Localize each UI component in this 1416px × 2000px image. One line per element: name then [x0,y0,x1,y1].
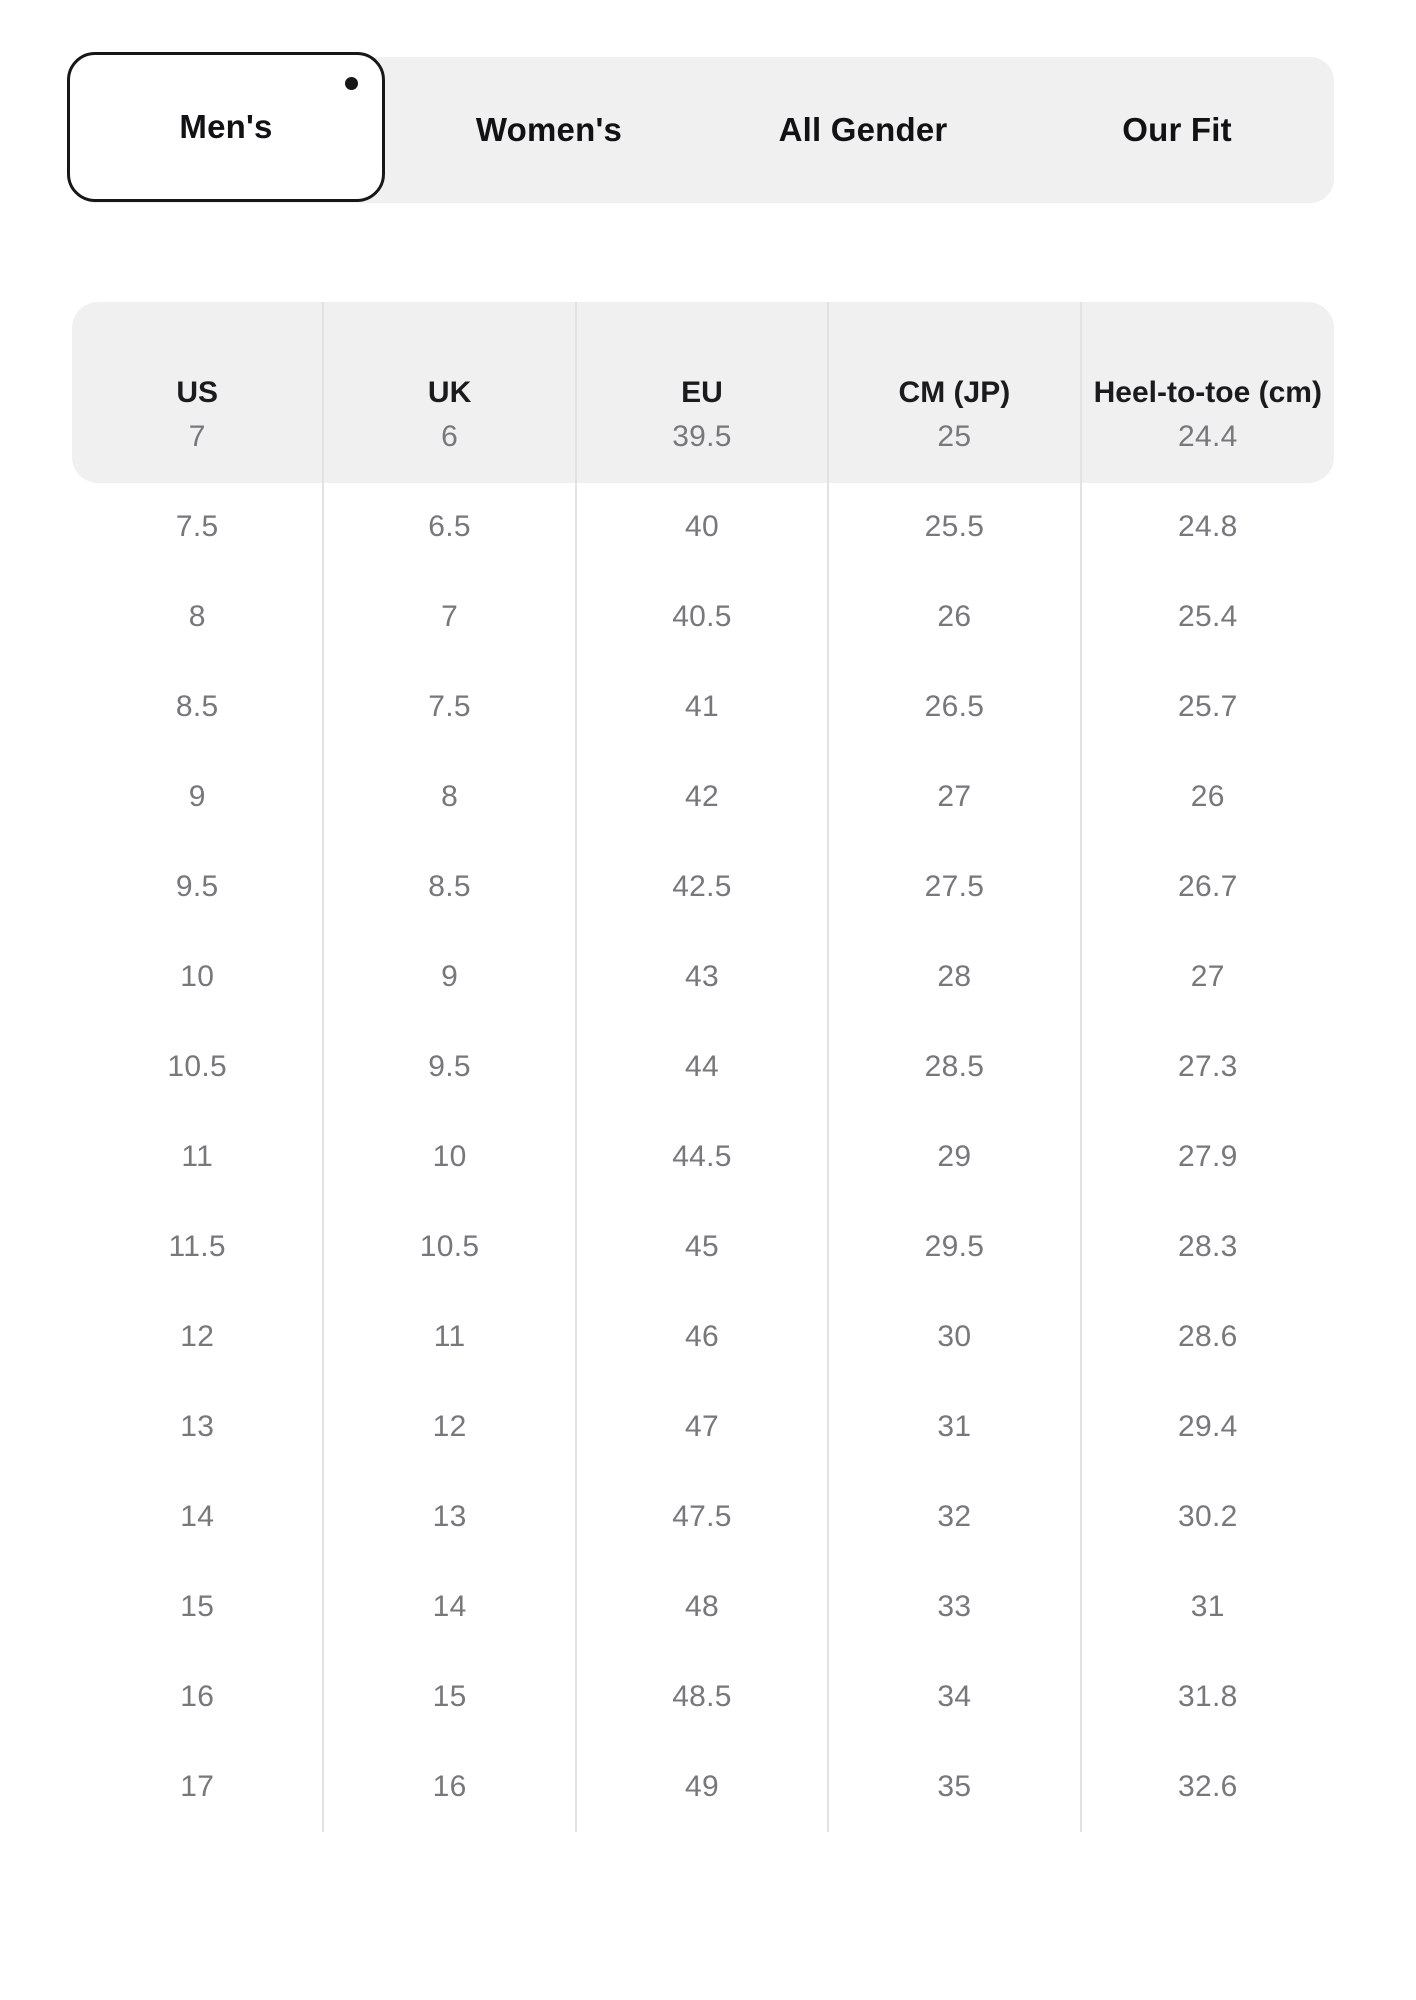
size-cell: 9 [72,752,325,842]
size-cell: 29.5 [829,1202,1082,1292]
size-cell: 8.5 [324,842,577,932]
size-cell: 10.5 [324,1202,577,1292]
size-cell: 41 [577,662,830,752]
size-cell: 25.7 [1177,690,1238,723]
size-cell: 28.6 [1177,1320,1238,1353]
size-cell: 45 [577,1202,830,1292]
size-cell: 26 [1190,780,1225,813]
column-header: Heel-to-toe (cm) [1093,376,1322,409]
size-cell: 32 [829,1472,1082,1562]
size-cell: 46 [577,1292,830,1382]
size-cell: 40.5 [577,572,830,662]
size-cell: 13 [72,1382,325,1472]
size-cell: 7 [72,392,325,482]
size-cell: 30.2 [1177,1500,1238,1533]
size-cell: 26.5 [829,662,1082,752]
size-cell: 14 [72,1472,325,1562]
size-cell: 30 [829,1292,1082,1382]
size-cell: 6 [324,392,577,482]
size-cell: 14 [324,1562,577,1652]
size-cell: 9.5 [72,842,325,932]
size-cell: 27.9 [1177,1140,1238,1173]
size-cell: 34 [829,1652,1082,1742]
size-cell: 11 [324,1292,577,1382]
size-cell: 13 [324,1472,577,1562]
tabbar-rest: Women's All Gender Our Fit [392,57,1334,203]
size-cell: 25.4 [1177,600,1238,633]
tab-women-s[interactable]: Women's [392,57,706,203]
size-cell: 44 [577,1022,830,1112]
size-cell: 39.5 [577,392,830,482]
size-cell: 29.4 [1177,1410,1238,1443]
tab-our-fit[interactable]: Our Fit [1020,57,1334,203]
size-cell: 12 [72,1292,325,1382]
size-cell: 31 [829,1382,1082,1472]
size-cell: 6.5 [324,482,577,572]
size-cell: 28.5 [829,1022,1082,1112]
size-cell: 7.5 [324,662,577,752]
size-cell: 31.8 [1177,1680,1238,1713]
size-cell: 16 [72,1652,325,1742]
size-cell: 8 [324,752,577,842]
size-cell: 40 [577,482,830,572]
size-cell: 27.5 [829,842,1082,932]
tab-mens[interactable]: Men's [67,52,385,202]
size-cell: 29 [829,1112,1082,1202]
size-cell: 28.3 [1177,1230,1238,1263]
size-cell: 42 [577,752,830,842]
size-cell: 33 [829,1562,1082,1652]
size-cell: 48 [577,1562,830,1652]
size-cell: 27 [1190,960,1225,993]
size-cell: 27.3 [1177,1050,1238,1083]
size-cell: 9 [324,932,577,1022]
size-cell: 24.8 [1177,510,1238,543]
size-cell: 31 [1190,1590,1225,1623]
gender-tabbar: Men's Women's All Gender Our Fit [67,52,1334,203]
size-cell: 17 [72,1742,325,1832]
table-grid: US UK EU CM (JP) Heel-to-toe (cm) 7 6 39.5 25 24.… [72,302,1334,1832]
size-cell: 24.4 [1177,420,1238,453]
size-conversion-table: US UK EU CM (JP) Heel-to-toe (cm) 7 6 39.5 25 24.… [72,302,1334,1832]
size-cell: 15 [72,1562,325,1652]
size-cell: 12 [324,1382,577,1472]
size-cell: 15 [324,1652,577,1742]
size-cell: 10 [324,1112,577,1202]
table-header-background [72,302,1334,483]
size-cell: 25 [829,392,1082,482]
size-cell: 42.5 [577,842,830,932]
size-cell: 25.5 [829,482,1082,572]
size-cell: 27 [829,752,1082,842]
size-cell: 16 [324,1742,577,1832]
size-cell: 32.6 [1177,1770,1238,1803]
size-cell: 47 [577,1382,830,1472]
size-cell: 10 [72,932,325,1022]
size-cell: 47.5 [577,1472,830,1562]
size-cell: 11 [72,1112,325,1202]
size-cell: 7 [324,572,577,662]
size-cell: 7.5 [72,482,325,572]
size-cell: 44.5 [577,1112,830,1202]
size-cell: 8.5 [72,662,325,752]
size-cell: 8 [72,572,325,662]
tab-mens-label: Men's [179,108,273,145]
size-cell: 26 [829,572,1082,662]
size-cell: 26.7 [1177,870,1238,903]
size-cell: 43 [577,932,830,1022]
size-cell: 49 [577,1742,830,1832]
size-cell: 11.5 [72,1202,325,1292]
size-cell: 48.5 [577,1652,830,1742]
size-cell: 28 [829,932,1082,1022]
size-cell: 10.5 [72,1022,325,1112]
size-cell: 35 [829,1742,1082,1832]
selected-dot-icon [345,77,358,90]
size-cell: 9.5 [324,1022,577,1112]
tab-all-gender[interactable]: All Gender [706,57,1020,203]
